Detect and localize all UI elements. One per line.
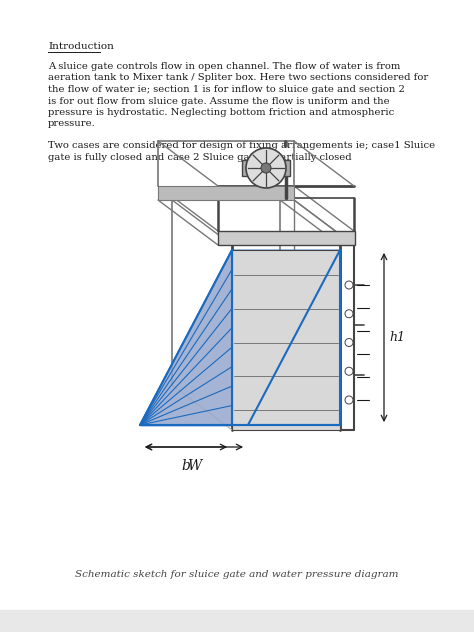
Text: gate is fully closed and case 2 Sluice gate is partially closed: gate is fully closed and case 2 Sluice g… xyxy=(48,152,352,162)
Circle shape xyxy=(345,339,353,346)
Circle shape xyxy=(345,310,353,318)
Text: W: W xyxy=(187,459,201,473)
Circle shape xyxy=(261,163,271,173)
Text: pressure is hydrostatic. Neglecting bottom friction and atmospheric: pressure is hydrostatic. Neglecting bott… xyxy=(48,108,394,117)
Circle shape xyxy=(345,281,353,289)
Text: A sluice gate controls flow in open channel. The flow of water is from: A sluice gate controls flow in open chan… xyxy=(48,62,401,71)
Text: is for out flow from sluice gate. Assume the flow is uniform and the: is for out flow from sluice gate. Assume… xyxy=(48,97,390,106)
Bar xyxy=(0,610,474,632)
Circle shape xyxy=(345,396,353,404)
Circle shape xyxy=(246,148,286,188)
Text: b: b xyxy=(182,459,191,473)
Text: the flow of water ie; section 1 is for inflow to sluice gate and section 2: the flow of water ie; section 1 is for i… xyxy=(48,85,405,94)
Bar xyxy=(242,160,290,176)
Polygon shape xyxy=(140,250,340,425)
Text: Two cases are considered for design of fixing arrangements ie; case1 Sluice: Two cases are considered for design of f… xyxy=(48,141,435,150)
Text: Schematic sketch for sluice gate and water pressure diagram: Schematic sketch for sluice gate and wat… xyxy=(75,570,399,579)
Text: Introduction: Introduction xyxy=(48,42,114,51)
Polygon shape xyxy=(158,186,294,200)
Text: pressure.: pressure. xyxy=(48,119,96,128)
Circle shape xyxy=(345,367,353,375)
Polygon shape xyxy=(140,250,232,425)
Polygon shape xyxy=(248,250,340,425)
Bar xyxy=(218,231,355,245)
Text: aeration tank to Mixer tank / Spliter box. Here two sections considered for: aeration tank to Mixer tank / Spliter bo… xyxy=(48,73,428,83)
Text: h1: h1 xyxy=(389,331,405,344)
Bar xyxy=(232,250,340,430)
